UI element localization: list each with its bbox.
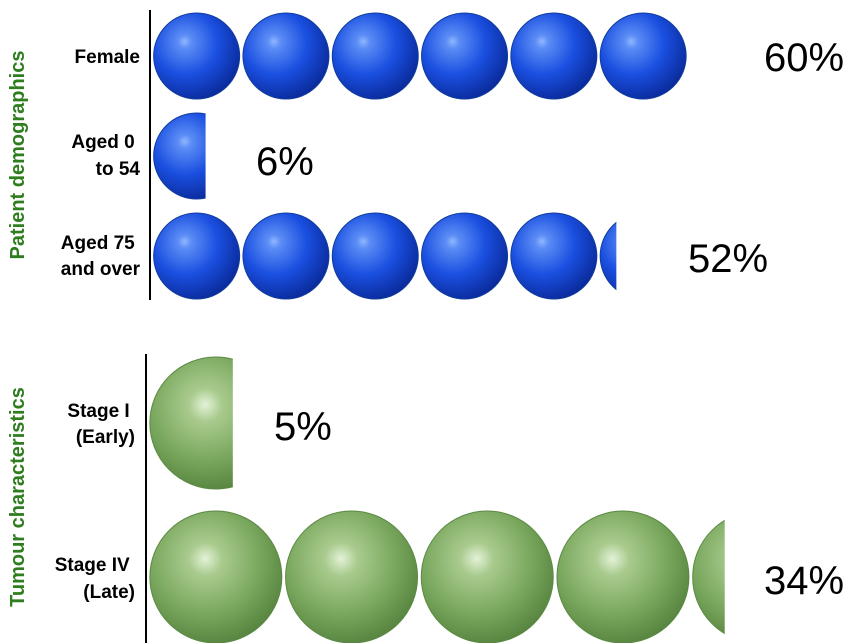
sphere-row-0-1: [153, 112, 206, 200]
sphere-marker: [331, 12, 419, 100]
sphere-marker: [510, 212, 598, 300]
sphere-row-0-2: [153, 212, 617, 300]
value-label-female: 60%: [764, 36, 844, 80]
sphere-marker: [149, 356, 233, 490]
sphere-row-1-1: [149, 510, 725, 643]
group-tumour-characteristics: Tumour characteristics Stage I (Early) S…: [7, 354, 844, 643]
sphere-marker: [692, 519, 725, 635]
sphere-marker: [421, 12, 509, 100]
group-label-patient-demographics: Patient demographics: [7, 51, 29, 260]
value-label-aged-0-54: 6%: [256, 140, 314, 184]
sphere-marker: [556, 510, 690, 643]
sphere-marker: [599, 12, 687, 100]
value-label-aged-75-over: 52%: [688, 237, 768, 281]
sphere-marker: [153, 112, 206, 200]
category-label-aged-0-54: Aged 0 to 54: [71, 132, 140, 180]
category-label-stage-iv: Stage IV (Late): [55, 555, 135, 603]
category-label-aged-75-over: Aged 75 and over: [61, 233, 141, 280]
sphere-rows-tumour: [149, 356, 725, 643]
sphere-marker: [153, 212, 241, 300]
sphere-marker: [599, 221, 617, 291]
value-label-stage-i: 5%: [274, 405, 332, 449]
sphere-marker: [242, 212, 330, 300]
category-label-female: Female: [75, 47, 140, 68]
sphere-marker: [242, 12, 330, 100]
sphere-row-1-0: [149, 356, 233, 490]
sphere-marker: [420, 510, 554, 643]
sphere-rows-demographics: [153, 12, 687, 300]
value-label-stage-iv: 34%: [764, 559, 844, 603]
category-label-stage-i: Stage I (Early): [67, 401, 135, 448]
sphere-marker: [153, 12, 241, 100]
group-label-tumour-characteristics: Tumour characteristics: [7, 387, 29, 607]
sphere-marker: [149, 510, 283, 643]
sphere-marker: [421, 212, 509, 300]
sphere-row-0-0: [153, 12, 687, 100]
group-patient-demographics: Patient demographics Female Aged 0 to 54…: [7, 10, 844, 300]
sphere-marker: [331, 212, 419, 300]
sphere-marker: [510, 12, 598, 100]
sphere-marker: [285, 510, 419, 643]
